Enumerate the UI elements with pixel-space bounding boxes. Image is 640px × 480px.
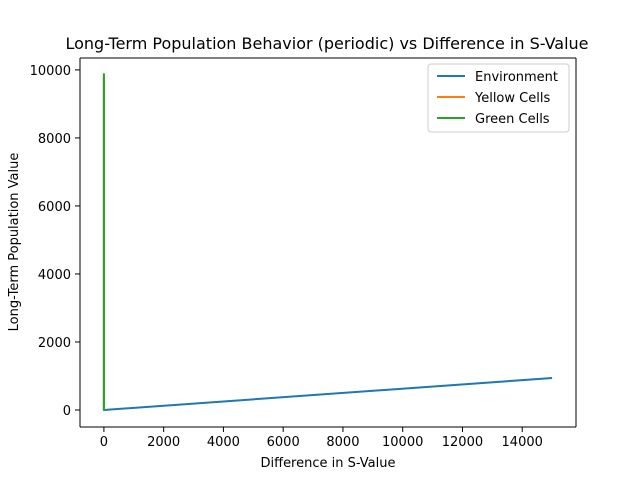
y-tick-label: 10000 [30,64,71,79]
chart-title: Long-Term Population Behavior (periodic)… [65,34,588,53]
x-tick-label: 14000 [502,435,543,450]
y-axis-ticks: 0 2000 4000 6000 8000 10000 [30,64,80,419]
x-tick-label: 8000 [326,435,359,450]
x-tick-label: 12000 [442,435,483,450]
y-tick-label: 6000 [38,200,71,215]
x-tick-label: 10000 [382,435,423,450]
x-axis-ticks: 0 2000 4000 6000 8000 10000 12000 14000 [100,427,543,450]
x-tick-label: 0 [100,435,108,450]
plot-frame [79,57,577,428]
legend: Environment Yellow Cells Green Cells [427,63,570,133]
series-layer [102,73,553,411]
legend-label-environment: Environment [475,70,558,85]
y-tick-label: 8000 [38,132,71,147]
x-tick-label: 2000 [147,435,180,450]
x-tick-label: 4000 [207,435,240,450]
y-tick-label: 2000 [38,336,71,351]
x-axis-label: Difference in S-Value [260,456,395,471]
y-tick-label: 0 [63,404,71,419]
legend-label-green-cells: Green Cells [475,112,550,127]
y-axis-label: Long-Term Population Value [7,153,22,332]
y-tick-label: 4000 [38,268,71,283]
legend-label-yellow-cells: Yellow Cells [474,91,550,106]
x-tick-label: 6000 [267,435,300,450]
legend-box [427,63,570,133]
